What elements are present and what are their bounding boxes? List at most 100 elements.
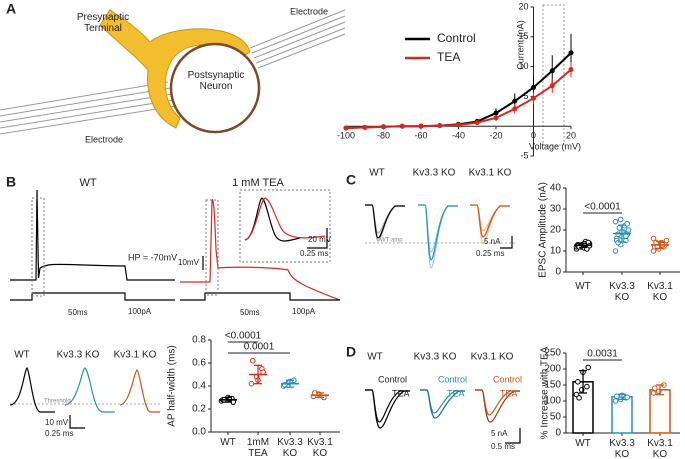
data-point xyxy=(568,67,574,73)
trace-title: 1 mM TEA xyxy=(232,177,284,189)
holding-potential: HP = -70mV xyxy=(128,252,177,262)
genotype-label: Kv3.3 KO xyxy=(57,350,100,361)
electrode-top xyxy=(249,9,346,69)
y-axis-title: EPSC Amplitude (nA) xyxy=(538,182,549,278)
y-tick-label: 150 xyxy=(544,380,561,391)
scale-label: 5 nA xyxy=(491,429,508,438)
panel-label: B xyxy=(6,174,16,190)
y-tick-label: 10 xyxy=(518,61,528,71)
legend-label: Control xyxy=(437,31,476,45)
condition-label: TEA xyxy=(392,388,410,398)
condition-label: Control xyxy=(438,374,467,384)
zoom-box xyxy=(31,197,45,297)
inset-box xyxy=(239,189,331,263)
x-tick-label: -60 xyxy=(414,131,427,141)
data-point xyxy=(624,394,631,400)
data-point xyxy=(549,83,555,89)
electrode-label: Electrode xyxy=(290,6,328,16)
data-point xyxy=(493,110,499,116)
inset-wt-ap xyxy=(244,197,301,242)
x-tick-label: -100 xyxy=(337,131,355,141)
y-tick-label: 10 xyxy=(550,246,562,257)
scale-label: 0.5 ms xyxy=(491,442,515,451)
x-axis-title: Voltage (mV) xyxy=(529,141,581,151)
genotype-label: Kv3.1 KO xyxy=(471,352,514,363)
electrode xyxy=(0,9,346,135)
data-point xyxy=(617,216,624,223)
scale-label: 5 nA xyxy=(484,237,501,246)
panel-label: D xyxy=(346,344,356,360)
data-point xyxy=(381,124,386,130)
kv31-tea xyxy=(475,389,520,423)
highlight-box xyxy=(542,4,565,146)
comparison-label: 0.0031 xyxy=(587,349,618,360)
y-axis-title: AP half-width (ms) xyxy=(167,345,178,427)
comparison-label: <0.0001 xyxy=(584,202,621,213)
x-tick-label: Kv3.1 KO xyxy=(647,281,673,303)
scale-label: 100pA xyxy=(128,307,152,316)
data-point xyxy=(248,380,255,387)
data-point xyxy=(512,98,518,104)
x-tick-label: -20 xyxy=(489,131,502,141)
data-point xyxy=(585,364,592,371)
y-tick-label: 0 xyxy=(555,267,561,278)
condition-label: TEA xyxy=(500,388,518,398)
data-point xyxy=(575,379,581,385)
y-tick-label: 0.0 xyxy=(192,427,206,438)
data-point xyxy=(250,357,256,364)
wt-ap xyxy=(9,367,55,413)
bar xyxy=(649,389,671,434)
y-tick-label: 40 xyxy=(550,183,562,194)
data-point xyxy=(576,395,582,401)
kv33-ap xyxy=(64,367,115,413)
comparison-label: <0.0001 xyxy=(225,331,262,342)
presynaptic-terminal xyxy=(99,9,251,129)
data-point xyxy=(343,125,349,131)
genotype-label: Kv3.1 KO xyxy=(469,168,512,179)
electrode-bottom xyxy=(0,81,177,135)
data-point xyxy=(474,120,480,126)
wt-tea xyxy=(365,389,410,429)
data-point xyxy=(531,84,536,90)
kv31-epsc xyxy=(470,204,510,238)
y-tick-label: 0 xyxy=(555,428,561,439)
x-tick-label: WT xyxy=(575,438,591,449)
y-tick-label: 0.6 xyxy=(192,358,206,369)
presynaptic-label: Presynaptic Terminal xyxy=(76,12,130,34)
scale-label: 0.25 ms xyxy=(45,429,73,438)
x-tick-label: WT xyxy=(220,437,236,448)
scale-bar xyxy=(505,428,521,444)
panel-label: C xyxy=(346,172,356,188)
condition-label: Control xyxy=(378,374,407,384)
series-line xyxy=(345,68,572,129)
zoom-box xyxy=(205,199,219,296)
comparison-label: 0.0001 xyxy=(244,342,275,353)
tea-stimulus xyxy=(180,292,340,301)
y-tick-label: 100 xyxy=(544,396,561,407)
y-tick-label: 50 xyxy=(550,412,562,423)
scale-label: 50ms xyxy=(68,308,88,317)
postsynaptic-label: Postsynaptic Neuron xyxy=(187,70,245,92)
data-point xyxy=(614,393,620,400)
x-tick-label: 20 xyxy=(566,131,576,141)
data-point xyxy=(612,248,619,254)
data-point xyxy=(625,227,632,233)
inset-tea-ap xyxy=(244,197,326,241)
x-tick-label: Kv3.3 KO xyxy=(609,281,635,303)
scale-label: 10mV xyxy=(178,258,200,267)
y-tick-label: 0.8 xyxy=(192,335,206,346)
data-point xyxy=(418,123,424,129)
data-point xyxy=(612,398,619,404)
wt-stimulus xyxy=(10,292,175,301)
y-tick-label: -5 xyxy=(520,150,528,160)
condition-label: Control xyxy=(493,374,522,384)
scale-label: 10 mV xyxy=(45,418,69,427)
data-point xyxy=(650,235,657,242)
data-point xyxy=(652,385,658,392)
y-tick-label: 5 xyxy=(523,91,528,101)
scale-bar xyxy=(69,415,85,429)
genotype-label: Kv3.3 KO xyxy=(414,352,457,363)
x-tick-label: Kv3.3 KO xyxy=(609,438,635,459)
